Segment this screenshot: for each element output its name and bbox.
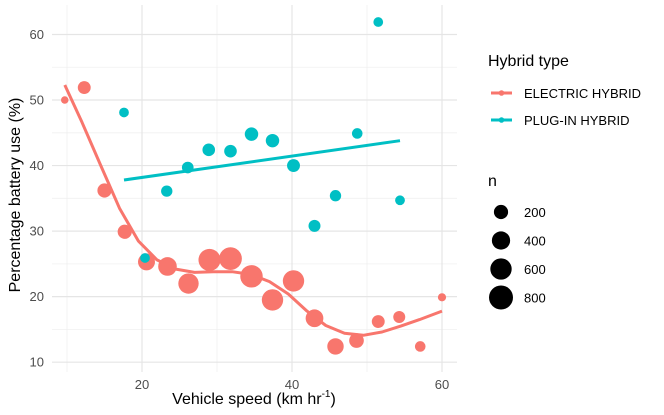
- legend-size-dot: [489, 285, 513, 310]
- x-axis-title-main: Vehicle speed (km hr: [172, 391, 322, 408]
- data-point: [282, 270, 305, 292]
- data-point: [393, 310, 406, 323]
- legend-key-dot: [498, 117, 505, 123]
- data-point: [265, 133, 280, 148]
- size-legend-title: n: [488, 173, 497, 190]
- legend-label: PLUG-IN HYBRID: [524, 113, 629, 128]
- data-point: [117, 224, 132, 239]
- data-point: [371, 315, 385, 328]
- y-tick-label: 10: [30, 355, 44, 370]
- data-point: [140, 253, 150, 263]
- data-point: [224, 144, 237, 158]
- x-axis-title-suffix: ): [330, 391, 335, 408]
- size-legend-keys: 200 400 600 800: [489, 204, 546, 310]
- data-point: [240, 265, 263, 288]
- legend-key-dot: [498, 90, 505, 96]
- legend-size-label: 800: [524, 291, 546, 306]
- legend-size-label: 200: [524, 205, 546, 220]
- x-tick-label: 60: [435, 377, 449, 392]
- color-legend: Hybrid type ELECTRIC HYBRID PLUG-IN HYBRI…: [488, 53, 641, 128]
- y-axis-title: Percentage battery use (%): [7, 98, 24, 293]
- x-axis-title: Vehicle speed (km hr-1): [172, 389, 336, 408]
- y-tick-label: 20: [30, 289, 44, 304]
- fit-line: [123, 139, 401, 182]
- y-tick-label: 60: [30, 27, 44, 42]
- legend-size-dot: [490, 258, 512, 280]
- legend-size-label: 600: [524, 262, 546, 277]
- x-tick-labels: 20 40 60: [135, 377, 449, 392]
- size-legend: n 200 400 600 800: [488, 173, 546, 310]
- data-point: [329, 190, 342, 202]
- color-legend-keys: ELECTRIC HYBRID PLUG-IN HYBRID: [491, 86, 641, 128]
- legend-size-label: 400: [524, 234, 546, 249]
- data-point: [77, 81, 91, 95]
- plot-panel: [52, 5, 457, 372]
- x-tick-label: 40: [285, 377, 299, 392]
- data-point: [97, 183, 112, 198]
- data-point: [395, 195, 405, 206]
- data-point: [178, 273, 199, 294]
- data-point: [373, 17, 384, 27]
- y-tick-labels: 10 20 30 40 50 60: [30, 27, 44, 370]
- data-point: [414, 341, 426, 352]
- data-point: [287, 159, 300, 173]
- data-point: [308, 219, 321, 232]
- data-point: [349, 333, 364, 348]
- legend-size-dot: [491, 231, 511, 250]
- data-point: [161, 185, 173, 197]
- legend-label: ELECTRIC HYBRID: [524, 86, 641, 101]
- y-tick-label: 30: [30, 224, 44, 239]
- x-axis-title-superscript: -1: [322, 389, 331, 400]
- legend-size-dot: [493, 204, 509, 220]
- y-tick-label: 50: [30, 93, 44, 108]
- data-point: [202, 143, 216, 157]
- data-point: [437, 293, 447, 302]
- data-point: [219, 247, 242, 270]
- x-tick-label: 20: [135, 377, 149, 392]
- data-point: [327, 338, 344, 355]
- smooth-line: [63, 84, 443, 337]
- color-legend-title: Hybrid type: [488, 53, 569, 70]
- y-tick-label: 40: [30, 158, 44, 173]
- data-point: [61, 96, 69, 104]
- data-point: [261, 289, 284, 311]
- data-point: [244, 127, 259, 141]
- data-point: [198, 248, 221, 271]
- data-point: [351, 128, 363, 139]
- data-point: [119, 107, 129, 118]
- series-layer: [61, 17, 447, 355]
